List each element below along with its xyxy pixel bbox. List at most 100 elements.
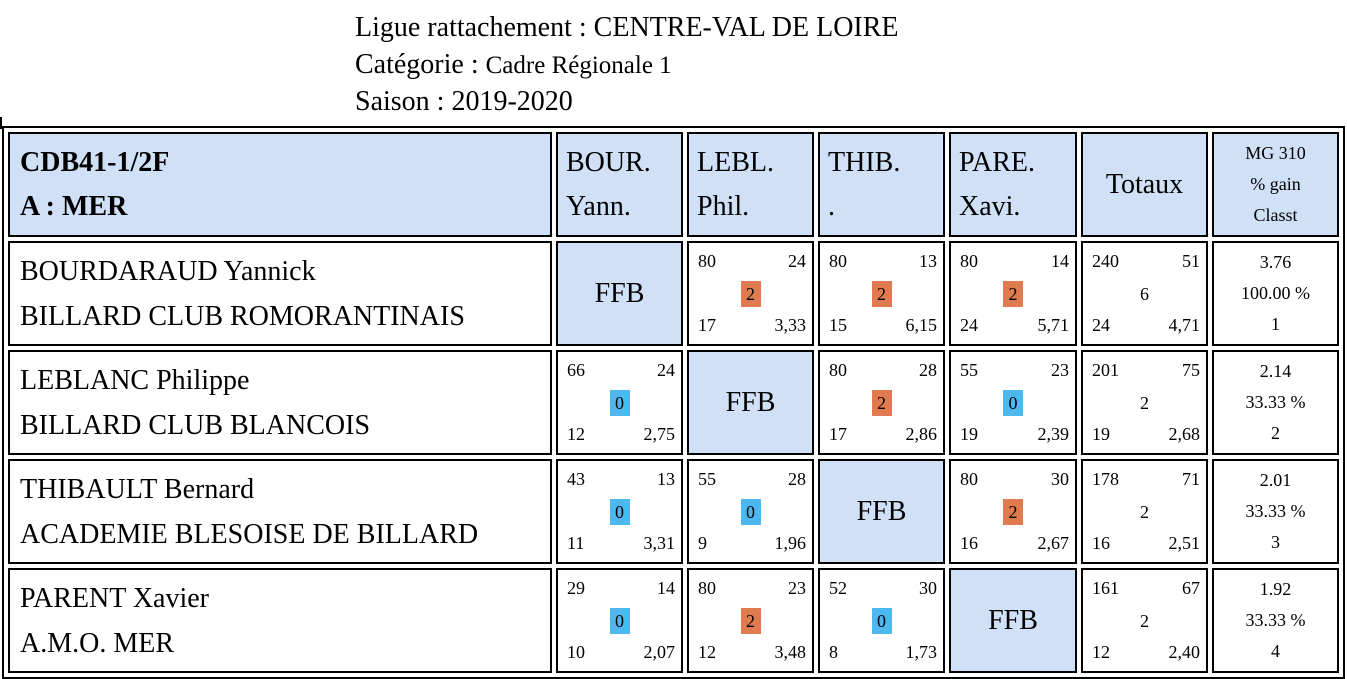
match-high-run: 24 [960, 315, 978, 335]
match-high-run: 11 [567, 533, 585, 553]
match-points-badge: 2 [1003, 498, 1023, 525]
category-label: Catégorie : [355, 49, 486, 80]
match-innings: 24 [657, 360, 675, 380]
total-high-run: 24 [1092, 315, 1110, 335]
player-club: BILLARD CLUB BLANCOIS [20, 409, 371, 441]
stats-cell: 2.14 33.33 % 2 [1212, 350, 1339, 455]
win-percentage: 100.00 % [1241, 283, 1310, 303]
match-points-scored: 80 [698, 578, 716, 598]
match-result-cell: 80 23 2 12 3,48 [687, 568, 814, 673]
match-result-cell: 80 13 2 15 6,15 [818, 241, 945, 346]
total-match-points: 6 [1140, 283, 1149, 304]
player-name-cell: BOURDARAUD Yannick BILLARD CLUB ROMORANTI… [8, 241, 552, 346]
league-title: Ligue rattachement : CENTRE-VAL DE LOIRE [355, 12, 899, 43]
total-innings: 67 [1182, 578, 1200, 598]
totals-cell: 161 67 2 12 2,40 [1081, 568, 1208, 673]
match-innings: 13 [919, 251, 937, 271]
win-percentage: 33.33 % [1245, 392, 1306, 412]
total-innings: 51 [1182, 251, 1200, 271]
match-innings: 30 [919, 578, 937, 598]
player-name-cell: LEBLANC Philippe BILLARD CLUB BLANCOIS [8, 350, 552, 455]
player-header-line2: Yann. [566, 190, 631, 222]
total-match-points: 2 [1140, 501, 1149, 522]
match-average: 3,33 [774, 315, 807, 335]
match-points-badge: 0 [609, 607, 630, 634]
total-match-points: 2 [1140, 392, 1149, 413]
match-high-run: 9 [698, 533, 707, 553]
self-match-cell: FFB [949, 568, 1077, 673]
player-header-line2: Phil. [697, 190, 750, 222]
match-result-cell: 29 14 0 10 2,07 [556, 568, 683, 673]
match-innings: 14 [1051, 251, 1069, 271]
player-row: THIBAULT Bernard ACADEMIE BLESOISE DE BIL… [8, 459, 1339, 564]
page-edge-mark [0, 117, 2, 129]
match-innings: 28 [919, 360, 937, 380]
match-points-scored: 43 [567, 469, 585, 489]
match-high-run: 12 [698, 642, 716, 662]
category-line: Catégorie : Cadre Régionale 1 [355, 47, 672, 84]
player-row: BOURDARAUD Yannick BILLARD CLUB ROMORANTI… [8, 241, 1339, 346]
player-club: A.M.O. MER [20, 627, 175, 659]
total-high-run: 12 [1092, 642, 1110, 662]
match-points-badge: 0 [609, 389, 630, 416]
match-points-badge: 2 [1003, 280, 1023, 307]
total-innings: 71 [1182, 469, 1200, 489]
match-high-run: 12 [567, 424, 585, 444]
match-points-badge: 2 [740, 280, 761, 307]
match-average: 2,75 [643, 424, 676, 444]
match-result-cell: 80 24 2 17 3,33 [687, 241, 814, 346]
general-average: 2.14 [1259, 361, 1292, 381]
stats-cell: 1.92 33.33 % 4 [1212, 568, 1339, 673]
match-points-badge: 2 [740, 607, 761, 634]
match-average: 3,48 [774, 642, 807, 662]
player-header-bour: BOUR. Yann. [556, 132, 683, 237]
match-innings: 28 [788, 469, 806, 489]
ranking: 3 [1271, 532, 1280, 552]
match-points-scored: 29 [567, 578, 585, 598]
total-points-scored: 201 [1092, 360, 1119, 380]
match-points-badge: 2 [871, 389, 892, 416]
match-points-scored: 80 [829, 251, 847, 271]
match-high-run: 8 [829, 642, 838, 662]
match-result-cell: 55 28 0 9 1,96 [687, 459, 814, 564]
player-header-line2: Xavi. [959, 190, 1021, 222]
general-average: 1.92 [1259, 579, 1292, 599]
total-match-points: 2 [1140, 610, 1149, 631]
player-header-line1: THIB. [828, 146, 901, 178]
match-high-run: 10 [567, 642, 585, 662]
match-high-run: 16 [960, 533, 978, 553]
player-name: PARENT Xavier [20, 582, 209, 614]
match-average: 2,67 [1037, 533, 1070, 553]
player-row: PARENT Xavier A.M.O. MER 29 14 0 10 2,07 80 23 2 1… [8, 568, 1339, 673]
match-high-run: 17 [698, 315, 716, 335]
mg-header: MG 310 % gain Classt [1212, 132, 1339, 237]
player-header-lebl: LEBL. Phil. [687, 132, 814, 237]
total-average: 2,40 [1168, 642, 1201, 662]
total-points-scored: 240 [1092, 251, 1119, 271]
totals-header: Totaux [1081, 132, 1208, 237]
match-average: 2,86 [905, 424, 938, 444]
ranking: 1 [1271, 314, 1280, 334]
match-average: 2,07 [643, 642, 676, 662]
match-average: 6,15 [905, 315, 938, 335]
player-header-line1: LEBL. [697, 146, 774, 178]
match-points-scored: 80 [960, 251, 978, 271]
match-average: 3,31 [643, 533, 676, 553]
match-points-scored: 80 [698, 251, 716, 271]
match-high-run: 15 [829, 315, 847, 335]
player-header-pare: PARE. Xavi. [949, 132, 1077, 237]
total-high-run: 19 [1092, 424, 1110, 444]
totals-cell: 201 75 2 19 2,68 [1081, 350, 1208, 455]
player-club: ACADEMIE BLESOISE DE BILLARD [20, 518, 479, 550]
player-name: BOURDARAUD Yannick [20, 255, 316, 287]
match-points-scored: 52 [829, 578, 847, 598]
match-innings: 23 [788, 578, 806, 598]
player-name: LEBLANC Philippe [20, 364, 250, 396]
match-average: 2,39 [1037, 424, 1070, 444]
self-match-cell: FFB [687, 350, 814, 455]
match-points-badge: 0 [871, 607, 892, 634]
total-points-scored: 178 [1092, 469, 1119, 489]
self-match-cell: FFB [818, 459, 945, 564]
match-points-badge: 0 [609, 498, 630, 525]
player-header-line2: . [828, 190, 835, 222]
